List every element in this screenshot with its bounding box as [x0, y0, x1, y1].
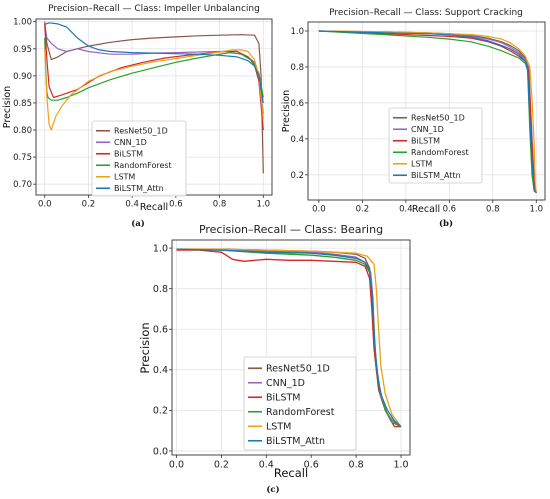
- x-tick-label: 0.4: [259, 460, 274, 471]
- y-tick-label: 0.4: [290, 135, 304, 145]
- series-line-randomforest: [176, 248, 402, 428]
- legend-label: BiLSTM: [411, 137, 440, 146]
- x-tick-label: 1.0: [256, 200, 270, 210]
- x-tick-label: 1.0: [393, 460, 408, 471]
- y-tick-label: 0.6: [153, 325, 168, 336]
- x-tick-label: 0.4: [125, 200, 139, 210]
- legend-label: CNN_1D: [411, 125, 444, 134]
- series-line-lstm: [44, 48, 264, 131]
- x-tick-label: 0.6: [169, 200, 183, 210]
- x-axis-label: Recall: [274, 466, 308, 480]
- y-tick-label: 0.75: [13, 153, 32, 163]
- chart-title: Precision–Recall — Class: Bearing: [199, 223, 383, 236]
- legend-label: BiLSTM: [114, 150, 143, 159]
- legend-label: LSTM: [411, 160, 432, 169]
- x-tick-label: 0.2: [82, 200, 96, 210]
- y-tick-label: 0.4: [153, 365, 168, 376]
- chart-2: 0.0 0.2 0.4 0.6 0.8 1.0 0.2 0.4 0.6 0.8 1.0 Precisi…: [281, 8, 546, 229]
- series-line-lstm: [318, 30, 537, 193]
- y-tick-label: 0.95: [13, 45, 32, 55]
- series-line-resnet50_1d: [44, 21, 264, 174]
- legend-label: CNN_1D: [114, 138, 147, 147]
- y-tick-label: 0.70: [13, 180, 32, 190]
- y-tick-label: 0.80: [13, 126, 32, 136]
- subfigure-caption: (b): [439, 218, 453, 229]
- legend-label: BiLSTM_Attn: [114, 184, 164, 193]
- legend: ResNet50_1D CNN_1D BiLSTM RandomForest LSTM B…: [243, 356, 357, 451]
- y-tick-label: 0.85: [13, 99, 32, 109]
- x-tick-label: 0.6: [443, 205, 457, 215]
- y-tick-label: 1.0: [290, 27, 304, 37]
- series-line-bilstm_attn: [44, 22, 264, 103]
- legend: ResNet50_1D CNN_1D BiLSTM RandomForest LSTM B…: [388, 107, 483, 184]
- y-axis-label: Precision: [138, 322, 152, 373]
- chart-title: Precision–Recall — Class: Impeller Unbal…: [48, 4, 260, 14]
- legend-box: [91, 120, 187, 197]
- x-tick-label: 0.8: [349, 460, 364, 471]
- legend-label: BiLSTM_Attn: [411, 171, 461, 180]
- legend-label: BiLSTM_Attn: [266, 436, 325, 447]
- x-tick-label: 0.0: [312, 205, 326, 215]
- y-tick-label: 1.0: [153, 243, 168, 254]
- axes-frame: [171, 239, 411, 456]
- y-tick-label: 0.6: [290, 99, 304, 109]
- series-line-randomforest: [318, 30, 537, 194]
- legend-label: LSTM: [266, 422, 291, 433]
- y-tick-label: 0.8: [153, 284, 168, 295]
- x-tick-label: 1.0: [530, 205, 544, 215]
- chart-title: Precision–Recall — Class: Support Cracki…: [329, 8, 523, 18]
- series-line-bilstm_attn: [318, 30, 537, 194]
- x-tick-label: 0.8: [213, 200, 227, 210]
- y-tick-label: 0.2: [290, 171, 304, 181]
- x-tick-label: 0.0: [169, 460, 184, 471]
- x-tick-label: 0.4: [399, 205, 413, 215]
- legend-box: [388, 107, 483, 184]
- y-axis-label: Precision: [2, 86, 13, 128]
- legend-label: RandomForest: [266, 407, 335, 418]
- legend-label: ResNet50_1D: [266, 364, 330, 375]
- axes-frame: [307, 21, 546, 201]
- subfigure-caption: (c): [266, 484, 279, 495]
- chart-3: 0.0 0.2 0.4 0.6 0.8 1.0 0.0 0.2 0.4 0.6 0.8 1.0 Prec…: [138, 223, 411, 495]
- legend: ResNet50_1D CNN_1D BiLSTM RandomForest LSTM B…: [91, 120, 187, 197]
- x-tick-label: 0.2: [356, 205, 370, 215]
- series-line-bilstm: [318, 30, 537, 193]
- x-tick-label: 0.6: [304, 460, 319, 471]
- legend-label: ResNet50_1D: [411, 114, 465, 123]
- subfigure-caption: (a): [131, 218, 145, 229]
- legend-label: RandomForest: [114, 161, 172, 170]
- series-line-randomforest: [44, 37, 264, 101]
- series-line-bilstm_attn: [176, 248, 402, 428]
- y-tick-label: 0.2: [153, 406, 168, 417]
- legend-label: RandomForest: [411, 148, 469, 157]
- x-tick-label: 0.2: [214, 460, 229, 471]
- y-axis-label: Precision: [281, 90, 292, 132]
- legend-label: BiLSTM: [266, 393, 300, 404]
- x-tick-label: 0.8: [486, 205, 500, 215]
- legend-label: LSTM: [114, 173, 135, 182]
- y-tick-label: 0.8: [290, 63, 304, 73]
- legend-box: [243, 356, 357, 451]
- y-tick-label: 0.0: [153, 446, 168, 457]
- chart-1: 0.0 0.2 0.4 0.6 0.8 1.0 0.70 0.75 0.80 0.85 0.90 0.…: [2, 4, 273, 229]
- x-axis-label: Recall: [140, 202, 168, 213]
- y-tick-label: 0.90: [13, 72, 32, 82]
- series-line-lstm: [176, 248, 402, 427]
- y-tick-label: 1.00: [13, 18, 32, 28]
- legend-label: CNN_1D: [266, 378, 305, 389]
- legend-label: ResNet50_1D: [114, 127, 168, 136]
- x-axis-label: Recall: [412, 204, 440, 215]
- x-tick-label: 0.0: [38, 200, 52, 210]
